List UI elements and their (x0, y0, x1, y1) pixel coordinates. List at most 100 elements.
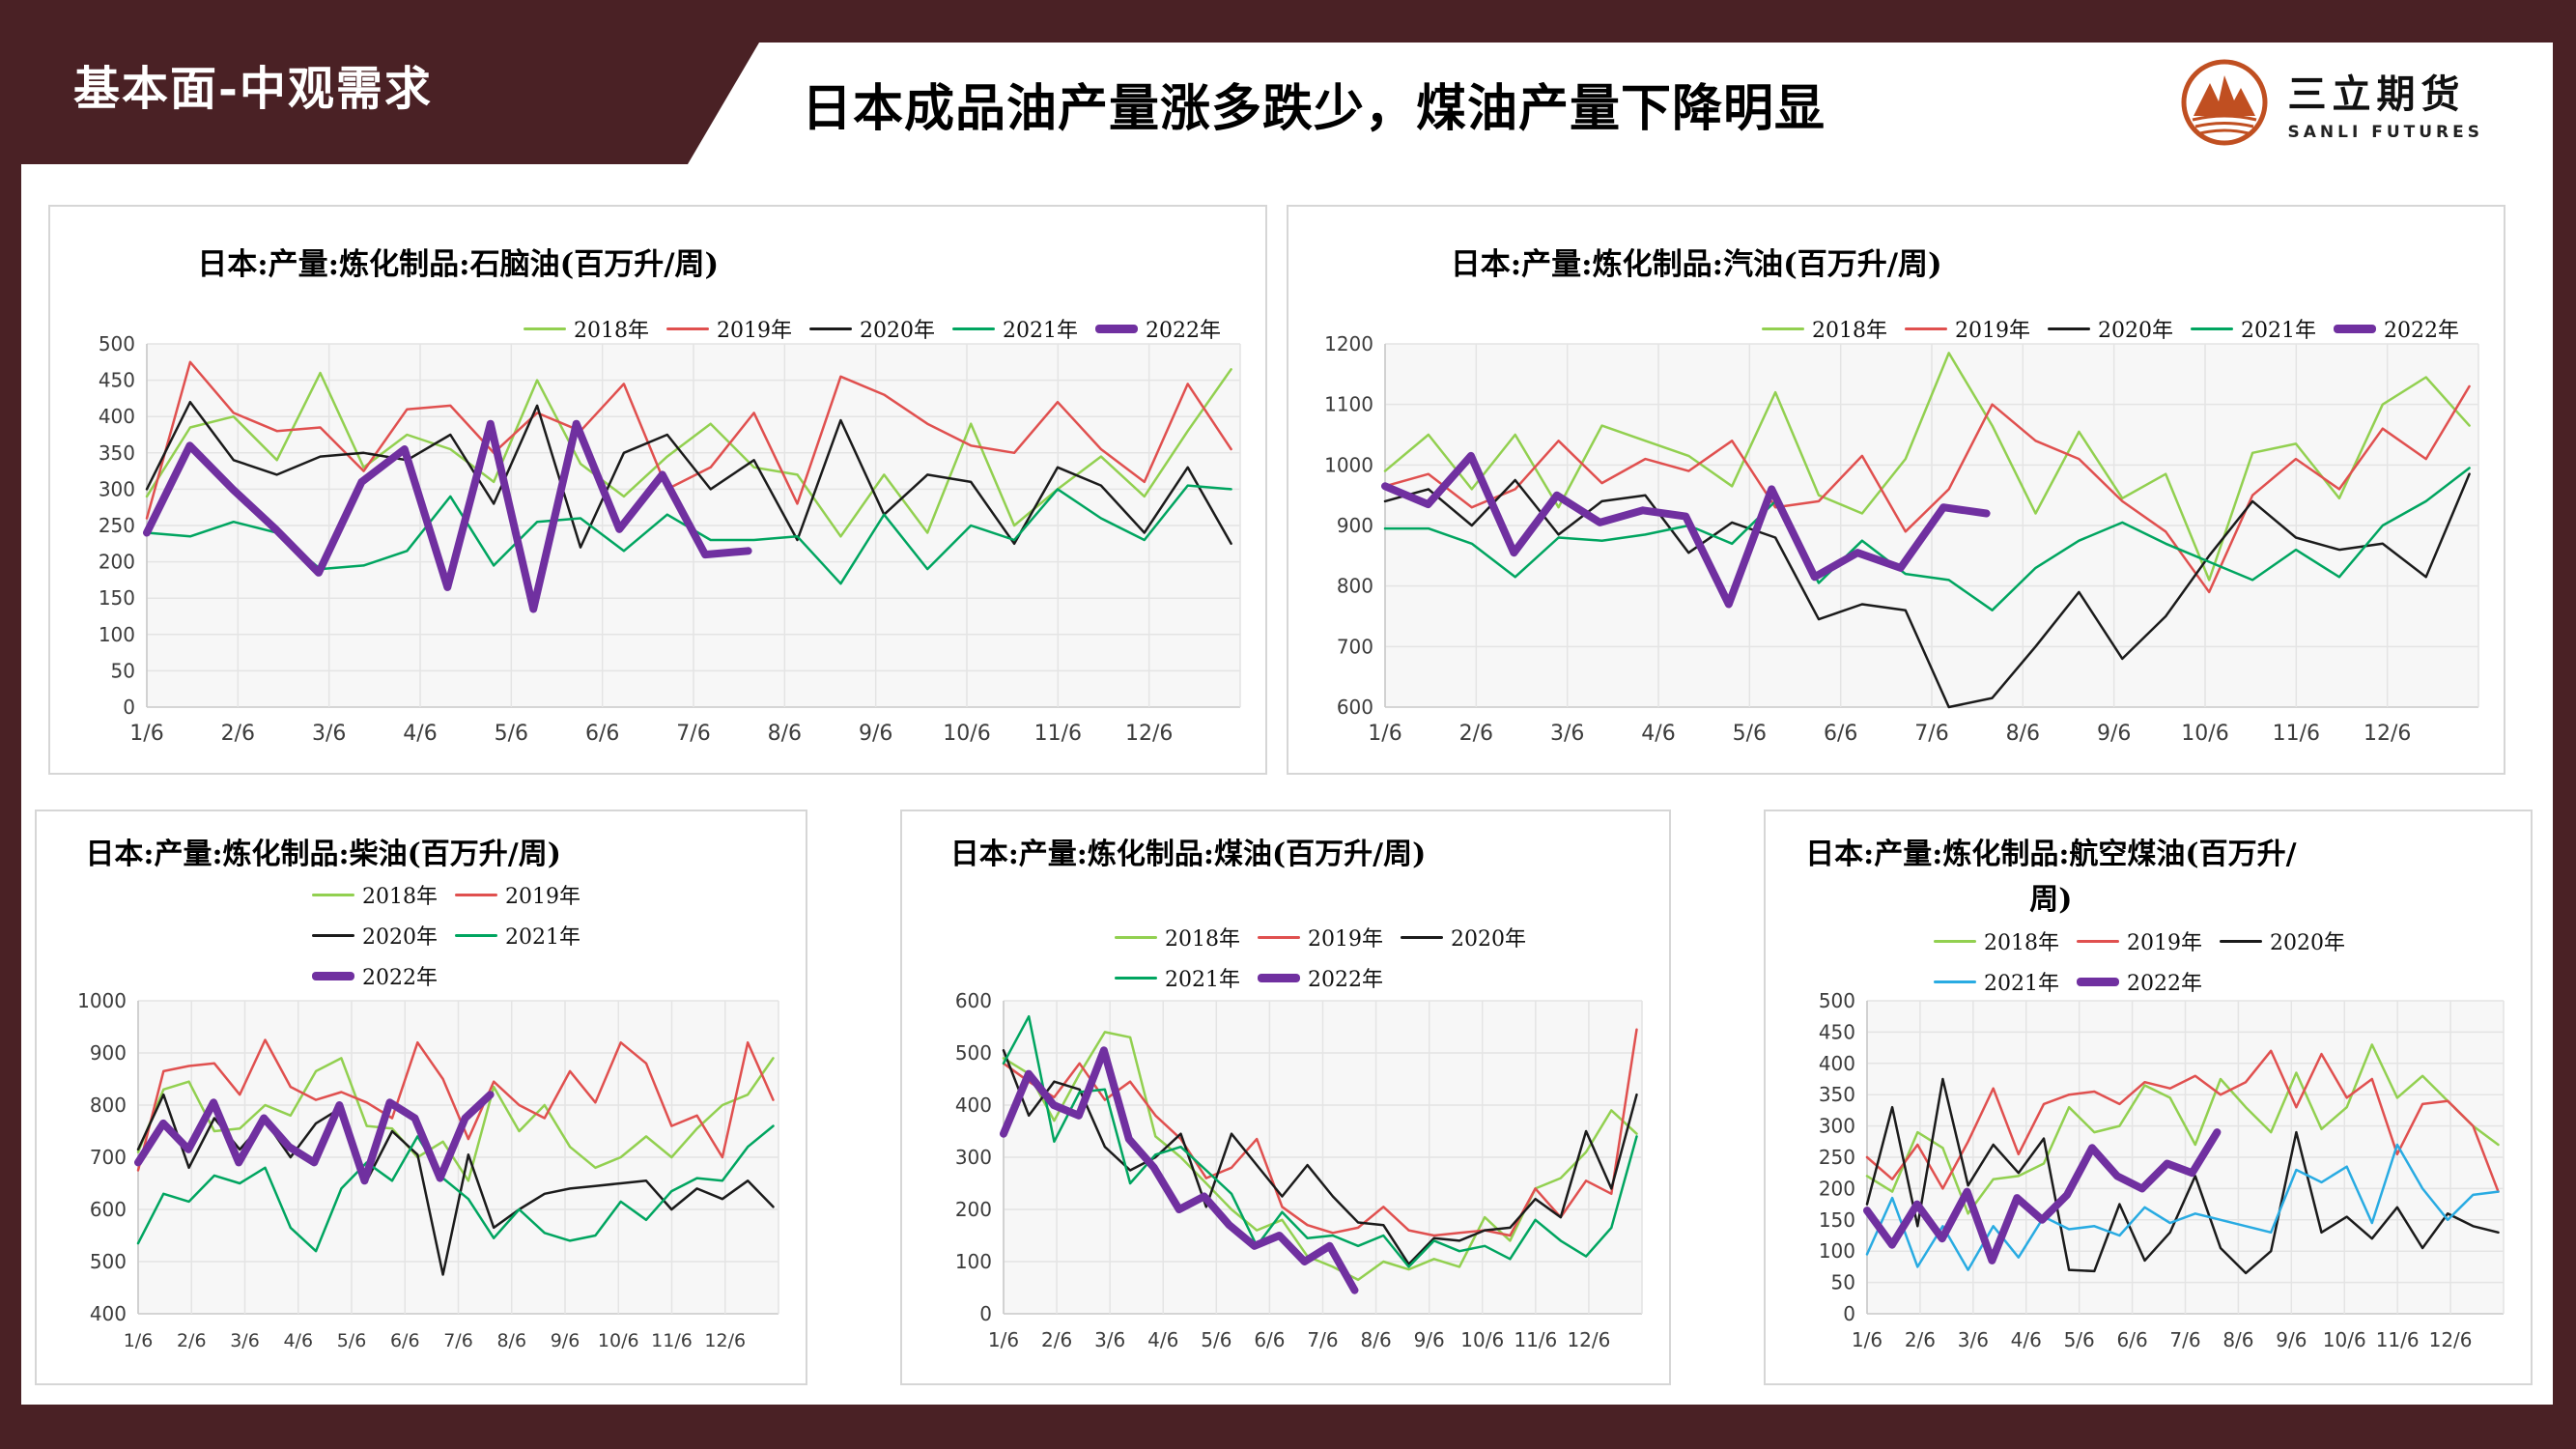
right-border-strip (2553, 0, 2576, 1449)
legend-item-2021年: 2021年 (952, 313, 1078, 344)
svg-text:1000: 1000 (77, 989, 127, 1012)
legend-item-2019年: 2019年 (1258, 922, 1383, 952)
svg-text:9/6: 9/6 (551, 1330, 580, 1351)
svg-text:5/6: 5/6 (2064, 1328, 2095, 1351)
svg-text:900: 900 (1337, 514, 1373, 537)
svg-text:11/6: 11/6 (1034, 722, 1082, 746)
legend-swatch (1934, 939, 1976, 943)
legend-item-2019年: 2019年 (1905, 313, 2030, 344)
svg-text:200: 200 (955, 1198, 992, 1221)
chart-panel-kerosene: 日本:产量:炼化制品:煤油(百万升/周) 2018年 2019年 2020年 2021… (900, 810, 1671, 1385)
svg-text:9/6: 9/6 (2276, 1328, 2307, 1351)
jet-kerosene-line-chart: 0 50 100 150 200 250 300 350 400 450 500 1/6 2/6 3/6 4… (1819, 989, 2505, 1351)
kerosene-line-chart: 0 100 200 300 400 500 600 1/6 2/6 3/6 4/6 5/6 6/6 7/6… (955, 989, 1643, 1351)
svg-text:450: 450 (99, 369, 135, 392)
svg-text:12/6: 12/6 (2364, 722, 2411, 746)
svg-text:0: 0 (979, 1302, 992, 1325)
legend-item-2022年: 2022年 (2334, 313, 2459, 344)
legend-label: 2019年 (1308, 927, 1383, 952)
svg-text:350: 350 (1819, 1083, 1855, 1106)
svg-text:4/6: 4/6 (1641, 722, 1675, 746)
svg-text:1100: 1100 (1324, 393, 1373, 416)
legend-swatch (1115, 935, 1157, 939)
svg-text:1200: 1200 (1324, 332, 1373, 355)
legend-item-2021年: 2021年 (1934, 966, 2059, 997)
legend-item-2021年: 2021年 (1115, 962, 1240, 993)
svg-text:4/6: 4/6 (403, 722, 437, 746)
legend-swatch (1905, 327, 1947, 330)
legend-item-2020年: 2020年 (1401, 922, 1526, 952)
svg-text:7/6: 7/6 (443, 1330, 473, 1351)
svg-text:400: 400 (90, 1302, 127, 1325)
svg-text:900: 900 (90, 1041, 127, 1065)
chart-legend: 2018年 2019年 2020年 2021年 2022年 (1115, 922, 1598, 1003)
svg-text:2/6: 2/6 (1459, 722, 1493, 746)
legend-label: 2022年 (2384, 319, 2459, 343)
legend-swatch (2077, 977, 2119, 986)
logo-text: 三立期货 SANLI FUTURES (2288, 63, 2483, 142)
svg-text:9/6: 9/6 (2097, 722, 2131, 746)
svg-text:500: 500 (90, 1250, 127, 1273)
svg-text:50: 50 (111, 659, 135, 682)
svg-text:11/6: 11/6 (2376, 1328, 2420, 1351)
svg-text:1/6: 1/6 (124, 1330, 154, 1351)
legend-label: 2020年 (362, 925, 438, 950)
legend-item-2020年: 2020年 (312, 920, 438, 951)
naphtha-line-chart: 0 50 100 150 200 250 300 350 400 450 500 1/6 2/6 3/6 4… (99, 332, 1241, 746)
svg-text:7/6: 7/6 (2169, 1328, 2200, 1351)
svg-text:100: 100 (1819, 1239, 1855, 1263)
svg-text:12/6: 12/6 (704, 1330, 746, 1351)
legend-item-2020年: 2020年 (2220, 925, 2345, 956)
svg-text:150: 150 (1819, 1208, 1855, 1232)
legend-label: 2021年 (1165, 968, 1240, 992)
legend-swatch (312, 893, 354, 896)
svg-text:11/6: 11/6 (651, 1330, 693, 1351)
svg-text:5/6: 5/6 (1201, 1328, 1231, 1351)
svg-text:100: 100 (99, 623, 135, 646)
legend-swatch (2077, 939, 2119, 943)
svg-text:12/6: 12/6 (1567, 1328, 1610, 1351)
svg-text:5/6: 5/6 (495, 722, 528, 746)
legend-label: 2018年 (1984, 931, 2059, 955)
svg-text:8/6: 8/6 (768, 722, 802, 746)
legend-swatch (952, 327, 995, 330)
svg-text:8/6: 8/6 (496, 1330, 526, 1351)
svg-text:6/6: 6/6 (585, 722, 619, 746)
legend-label: 2020年 (2098, 319, 2173, 343)
svg-text:400: 400 (955, 1094, 992, 1117)
svg-text:3/6: 3/6 (312, 722, 346, 746)
svg-text:400: 400 (99, 405, 135, 428)
legend-label: 2021年 (1984, 972, 2059, 996)
svg-text:300: 300 (955, 1146, 992, 1169)
svg-text:9/6: 9/6 (1414, 1328, 1445, 1351)
legend-label: 2019年 (717, 319, 792, 343)
svg-text:7/6: 7/6 (1914, 722, 1948, 746)
svg-text:600: 600 (90, 1198, 127, 1221)
mountain-logo-icon (2181, 59, 2268, 146)
svg-text:2/6: 2/6 (1905, 1328, 1936, 1351)
legend-label: 2019年 (505, 885, 580, 909)
legend-swatch (2334, 324, 2376, 333)
legend-item-2022年: 2022年 (1095, 313, 1221, 344)
svg-text:700: 700 (1337, 635, 1373, 658)
legend-swatch (1258, 935, 1300, 939)
svg-text:5/6: 5/6 (337, 1330, 367, 1351)
svg-text:6/6: 6/6 (390, 1330, 420, 1351)
svg-text:600: 600 (955, 989, 992, 1012)
svg-text:8/6: 8/6 (2222, 1328, 2253, 1351)
svg-text:50: 50 (1831, 1271, 1855, 1294)
svg-text:200: 200 (1819, 1177, 1855, 1200)
svg-text:2/6: 2/6 (221, 722, 255, 746)
bottom-border-strip (0, 1405, 2576, 1449)
legend-swatch (809, 327, 852, 330)
svg-text:400: 400 (1819, 1052, 1855, 1075)
svg-text:2/6: 2/6 (1041, 1328, 1072, 1351)
svg-text:800: 800 (90, 1094, 127, 1117)
svg-text:300: 300 (99, 477, 135, 500)
svg-text:6/6: 6/6 (1254, 1328, 1285, 1351)
svg-text:10/6: 10/6 (2181, 722, 2228, 746)
svg-text:250: 250 (1819, 1146, 1855, 1169)
diesel-line-chart: 400 500 600 700 800 900 1000 1/6 2/6 3/6 4/6 5/6 6/6… (77, 989, 779, 1351)
legend-swatch (1258, 973, 1300, 982)
legend-swatch (524, 327, 566, 330)
